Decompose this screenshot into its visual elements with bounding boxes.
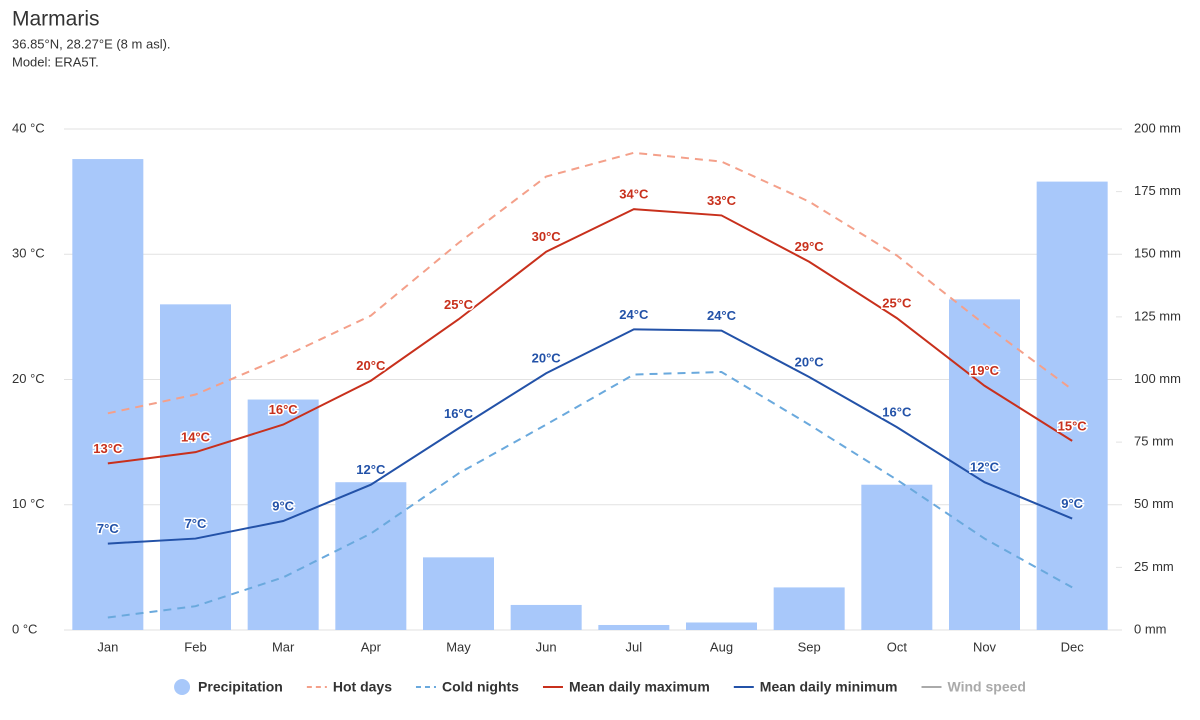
legend-label: Mean daily maximum bbox=[569, 679, 710, 695]
data-label: 19°C bbox=[970, 363, 1000, 378]
precipitation-bar bbox=[598, 624, 670, 630]
legend-label: Cold nights bbox=[442, 679, 519, 695]
precipitation-bar bbox=[949, 299, 1020, 630]
series-line bbox=[107, 328, 1073, 545]
x-tick-label: Sep bbox=[798, 639, 821, 654]
precipitation-bar bbox=[773, 587, 845, 630]
data-label: 16°C bbox=[882, 405, 912, 420]
y-tick-label: 30 °C bbox=[12, 246, 45, 261]
data-label: 9°C bbox=[1061, 496, 1083, 511]
data-label: 20°C bbox=[356, 358, 386, 373]
precipitation-bar bbox=[72, 159, 144, 630]
precipitation-bar bbox=[861, 484, 933, 630]
y2-tick-label: 50 mm bbox=[1134, 496, 1174, 511]
data-label: 14°C bbox=[181, 430, 211, 445]
legend-label: Hot days bbox=[333, 679, 392, 695]
chart-note: Model: ERA5T. bbox=[12, 54, 99, 69]
data-label: 29°C bbox=[795, 239, 825, 254]
data-label: 20°C bbox=[795, 354, 825, 369]
data-label: 24°C bbox=[619, 307, 649, 322]
data-label: 7°C bbox=[185, 516, 207, 531]
data-label: 16°C bbox=[269, 402, 299, 417]
data-label: 25°C bbox=[882, 296, 912, 311]
legend-label: Precipitation bbox=[198, 679, 283, 695]
y2-tick-label: 100 mm bbox=[1134, 371, 1181, 386]
series-line bbox=[107, 151, 1073, 415]
data-label: 30°C bbox=[532, 229, 562, 244]
y2-tick-label: 200 mm bbox=[1134, 120, 1181, 135]
x-tick-label: Nov bbox=[973, 639, 997, 654]
precipitation-bar bbox=[1036, 181, 1108, 631]
chart-title: Marmaris bbox=[12, 8, 100, 31]
y2-tick-label: 75 mm bbox=[1134, 434, 1174, 449]
precipitation-bar bbox=[686, 622, 757, 630]
data-label: 16°C bbox=[444, 406, 474, 421]
x-tick-label: Apr bbox=[361, 639, 382, 654]
data-label: 25°C bbox=[444, 297, 474, 312]
y2-tick-label: 125 mm bbox=[1134, 308, 1181, 323]
data-label: 15°C bbox=[1058, 418, 1088, 433]
precipitation-bar bbox=[335, 482, 407, 630]
x-tick-label: Jun bbox=[536, 639, 557, 654]
precipitation-bar bbox=[510, 604, 582, 630]
x-tick-label: Feb bbox=[184, 639, 206, 654]
x-tick-label: Oct bbox=[887, 639, 908, 654]
data-label: 24°C bbox=[707, 308, 737, 323]
x-tick-label: Dec bbox=[1061, 639, 1085, 654]
y-tick-label: 10 °C bbox=[12, 496, 45, 511]
precipitation-bar bbox=[160, 304, 231, 630]
y2-tick-label: 175 mm bbox=[1134, 183, 1181, 198]
y2-tick-label: 25 mm bbox=[1134, 559, 1174, 574]
x-tick-label: Jul bbox=[626, 639, 643, 654]
precipitation-bar bbox=[423, 557, 494, 630]
x-tick-label: May bbox=[446, 639, 471, 654]
data-label: 12°C bbox=[970, 460, 1000, 475]
series-line bbox=[107, 208, 1073, 465]
data-label: 12°C bbox=[356, 462, 386, 477]
y2-tick-label: 150 mm bbox=[1134, 246, 1181, 261]
y2-tick-label: 0 mm bbox=[1134, 621, 1167, 636]
x-tick-label: Mar bbox=[272, 639, 295, 654]
series-line bbox=[107, 370, 1073, 619]
legend-label: Mean daily minimum bbox=[760, 679, 898, 695]
legend: Precipitation Hot days Cold nights Mean dai… bbox=[174, 679, 1026, 695]
legend-symbol bbox=[174, 679, 191, 695]
data-label: 33°C bbox=[707, 193, 737, 208]
precipitation-bar bbox=[247, 399, 319, 630]
data-label: 34°C bbox=[619, 187, 649, 202]
x-tick-label: Jan bbox=[97, 639, 118, 654]
chart-subtitle: 36.85°N, 28.27°E (8 m asl). bbox=[12, 36, 171, 51]
x-tick-label: Aug bbox=[710, 639, 733, 654]
data-label: 9°C bbox=[272, 498, 294, 513]
y-tick-label: 0 °C bbox=[12, 621, 37, 636]
y-tick-label: 40 °C bbox=[12, 120, 45, 135]
y-tick-label: 20 °C bbox=[12, 371, 45, 386]
legend-label: Wind speed bbox=[948, 679, 1026, 695]
data-label: 7°C bbox=[97, 521, 119, 536]
data-label: 13°C bbox=[93, 441, 123, 456]
data-label: 20°C bbox=[532, 351, 562, 366]
